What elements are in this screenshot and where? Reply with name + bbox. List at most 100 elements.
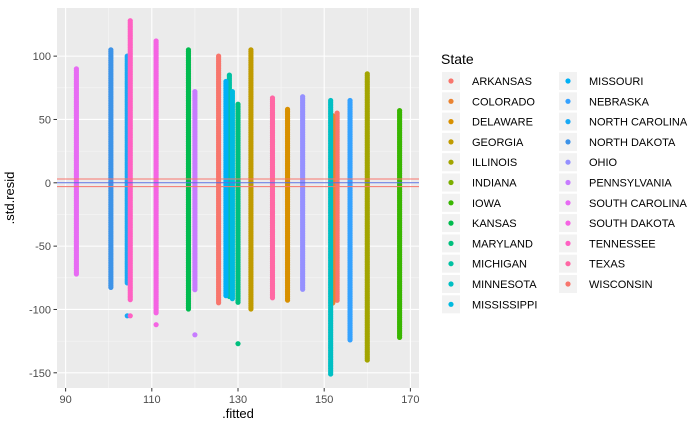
- legend-key: [448, 301, 454, 307]
- legend-key: [565, 261, 571, 267]
- legend-items: ARKANSAS COLORADO DELAWARE GEORGIA ILLINOIS I…: [442, 72, 688, 314]
- series-iowa: [397, 108, 403, 340]
- series-tennessee: [127, 18, 133, 319]
- legend-label: PENNSYLVANIA: [589, 178, 672, 190]
- series-nebraska: [347, 97, 353, 343]
- legend-key: [448, 240, 454, 246]
- series-north-dakota: [108, 47, 114, 290]
- legend-key: [565, 281, 571, 287]
- legend-item-michigan: MICHIGAN: [442, 254, 527, 273]
- series-wisconsin: [216, 53, 222, 306]
- legend-label: TEXAS: [589, 259, 625, 271]
- series-arkansas: [334, 110, 340, 303]
- x-axis: 90 110 130 150 170: [59, 388, 420, 406]
- legend-label: WISCONSIN: [589, 279, 653, 291]
- legend-item-delaware: DELAWARE: [442, 112, 533, 131]
- legend-item-iowa: IOWA: [442, 193, 502, 212]
- y-tick-label: 0: [45, 178, 51, 190]
- legend-item-texas: TEXAS: [559, 254, 625, 273]
- legend-label: COLORADO: [472, 96, 535, 108]
- legend-key: [565, 220, 571, 226]
- y-tick-label: -50: [35, 241, 51, 253]
- legend-item-maryland: MARYLAND: [442, 234, 533, 253]
- x-tick-label: 110: [143, 394, 161, 406]
- legend-label: MINNESOTA: [472, 279, 537, 291]
- legend-label: INDIANA: [472, 178, 517, 190]
- legend-item-colorado: COLORADO: [442, 92, 535, 111]
- legend-item-ohio: OHIO: [559, 153, 618, 172]
- y-tick-label: -100: [29, 304, 51, 316]
- outlier-point: [235, 341, 241, 347]
- data-point: [328, 371, 334, 377]
- legend-key: [448, 139, 454, 145]
- data-point: [127, 297, 133, 303]
- legend-label: DELAWARE: [472, 117, 533, 129]
- series-ohio: [300, 94, 306, 292]
- legend-key: [448, 78, 454, 84]
- legend-key: [448, 200, 454, 206]
- legend-label: MICHIGAN: [472, 259, 527, 271]
- series-delaware: [284, 106, 291, 303]
- legend-key: [565, 119, 571, 125]
- data-point: [347, 337, 353, 343]
- legend-item-georgia: GEORGIA: [442, 132, 524, 151]
- legend-item-minnesota: MINNESOTA: [442, 275, 537, 293]
- legend-label: MISSOURI: [589, 76, 643, 88]
- legend-label: KANSAS: [472, 218, 517, 230]
- legend-title: State: [441, 51, 474, 67]
- legend-item-kansas: KANSAS: [442, 214, 517, 233]
- legend-label: ARKANSAS: [472, 76, 532, 88]
- legend-label: IOWA: [472, 198, 502, 210]
- legend: State ARKANSAS COLORADO DELAWARE GEORGIA ILL…: [441, 51, 688, 314]
- legend-item-indiana: INDIANA: [442, 173, 517, 192]
- data-point: [185, 306, 192, 312]
- legend-key: [448, 98, 454, 104]
- series-minnesota: [328, 97, 334, 377]
- data-point: [269, 295, 276, 301]
- data-point: [364, 357, 370, 363]
- legend-key: [448, 159, 454, 165]
- data-point: [397, 334, 403, 340]
- data-point: [153, 310, 159, 316]
- legend-label: NORTH DAKOTA: [589, 137, 676, 149]
- series-mississippi: [229, 89, 235, 302]
- data-point: [248, 306, 254, 312]
- legend-label: OHIO: [589, 157, 618, 169]
- data-point: [284, 297, 291, 303]
- data-point: [300, 286, 306, 292]
- legend-key: [448, 179, 454, 186]
- series-south-dakota: [153, 38, 159, 328]
- data-point: [108, 284, 114, 290]
- legend-key: [565, 139, 571, 145]
- legend-key: [565, 179, 571, 186]
- legend-key: [448, 281, 454, 287]
- legend-label: SOUTH DAKOTA: [589, 218, 676, 230]
- legend-item-illinois: ILLINOIS: [442, 153, 517, 172]
- grid-major: [57, 8, 419, 388]
- legend-item-wisconsin: WISCONSIN: [559, 275, 653, 293]
- legend-item-north-dakota: NORTH DAKOTA: [559, 132, 676, 151]
- series-kansas: [185, 47, 192, 312]
- legend-label: MARYLAND: [472, 238, 533, 250]
- legend-key: [448, 220, 454, 226]
- x-tick-label: 150: [315, 394, 333, 406]
- legend-item-pennsylvania: PENNSYLVANIA: [559, 173, 672, 192]
- series-missouri: [223, 78, 229, 299]
- y-tick-label: -150: [29, 368, 51, 380]
- legend-label: ILLINOIS: [472, 157, 517, 169]
- legend-key: [448, 261, 454, 267]
- legend-key: [565, 200, 571, 206]
- data-point: [229, 296, 235, 302]
- legend-label: TENNESSEE: [589, 238, 656, 250]
- x-tick-label: 130: [229, 394, 247, 406]
- legend-item-arkansas: ARKANSAS: [442, 72, 532, 90]
- series-pennsylvania: [192, 89, 198, 338]
- legend-item-tennessee: TENNESSEE: [559, 234, 656, 253]
- legend-key: [565, 159, 571, 165]
- data-point: [73, 271, 79, 277]
- legend-item-missouri: MISSOURI: [559, 72, 643, 90]
- reference-lines: [57, 178, 419, 188]
- outlier-point: [153, 322, 159, 328]
